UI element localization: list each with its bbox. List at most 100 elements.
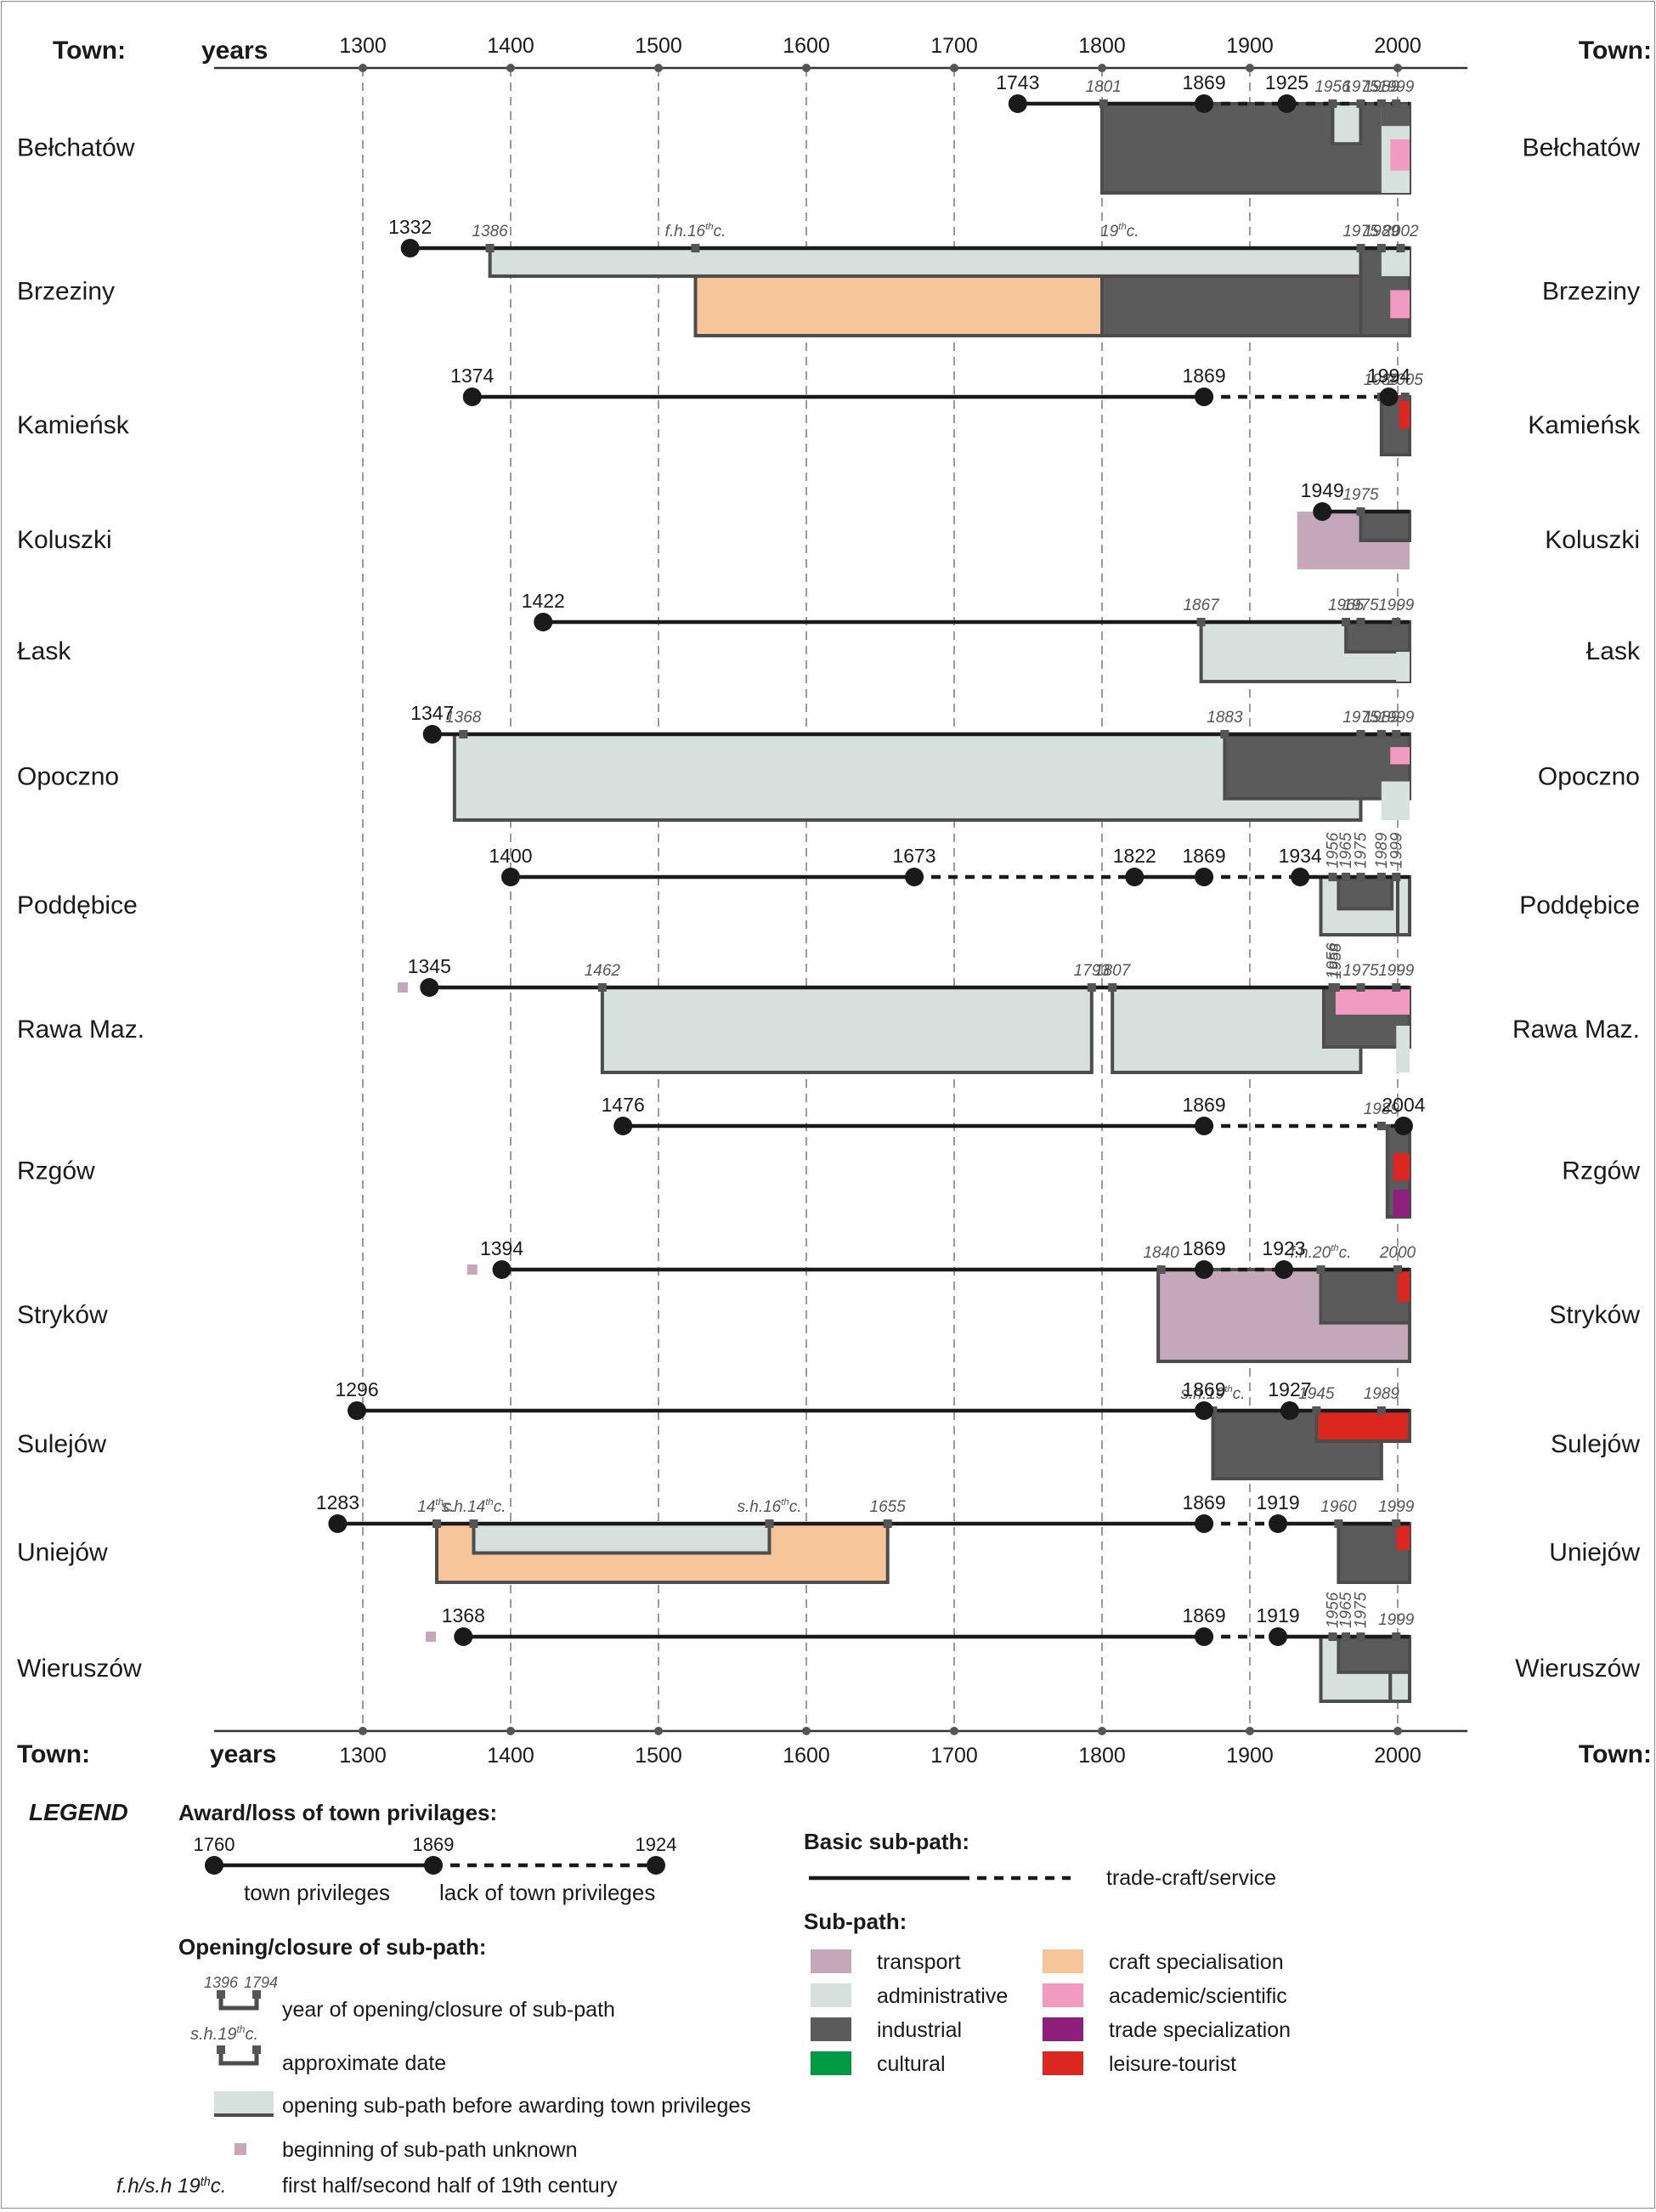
opening-marker-tick: [1356, 983, 1365, 992]
privilege-year-label: 1925: [1265, 71, 1308, 93]
opening-marker-label: 1989: [1364, 223, 1400, 240]
opening-marker-label: s.h.14thc.: [441, 1497, 506, 1516]
town-row-9: Stryków Stryków 1840 f.h.20thc. 2000 1394 1869…: [17, 1237, 1640, 1363]
tick-label-bottom-1700: 1700: [930, 1744, 978, 1768]
band-industrial: [1100, 102, 1411, 195]
tick-top-1800: [1098, 64, 1106, 72]
town-row-8: Rzgów Rzgów 1989 1476 1869 2004: [17, 1094, 1640, 1219]
legend-swatch-academic: [1043, 1983, 1083, 2007]
privilege-year-label: 2004: [1382, 1094, 1425, 1116]
legend-year-example-open: 1396: [204, 1974, 239, 1991]
opening-marker-label: 1975: [1342, 709, 1379, 727]
privilege-dot: [1379, 388, 1399, 406]
band-administrative: [1396, 875, 1411, 936]
legend-approx-example: s.h.19thc.: [190, 2023, 258, 2044]
town-name-left: Uniejów: [17, 1539, 108, 1567]
opening-marker-label: 1883: [1207, 709, 1243, 727]
privilege-dot: [1291, 868, 1310, 886]
band-administrative: [488, 246, 1363, 278]
legend-year-bracket-tick-left: [217, 1990, 225, 1999]
legend-swatch-craft: [1043, 1949, 1083, 1973]
privilege-dot: [1195, 388, 1214, 406]
opening-marker-label: 1965: [1337, 1592, 1355, 1628]
privilege-dot: [905, 868, 924, 886]
privilege-year-label: 1994: [1367, 365, 1410, 387]
privilege-year-label: 1869: [1182, 845, 1225, 867]
band-leisure: [1396, 1524, 1410, 1551]
privilege-dot: [454, 1627, 473, 1646]
privilege-year-label: 1374: [450, 365, 494, 387]
privilege-dot: [1125, 868, 1145, 886]
opening-marker-label: 1956: [1324, 832, 1342, 868]
privilege-year-label: 1743: [996, 71, 1039, 93]
opening-marker-tick: [1392, 730, 1401, 738]
opening-marker-label: 1956: [1324, 1592, 1342, 1628]
band-leisure: [1314, 1409, 1412, 1443]
privilege-year-label: 1869: [1182, 1604, 1225, 1626]
privilege-year-label: 1394: [480, 1237, 523, 1259]
opening-marker-tick: [1312, 1406, 1321, 1415]
privilege-dot: [1313, 502, 1332, 521]
opening-marker-tick: [1396, 244, 1405, 252]
band-leisure: [1393, 1153, 1410, 1181]
opening-marker-label: 1989: [1373, 832, 1391, 868]
legend-approx-bracket-tick-left: [217, 2045, 225, 2054]
tick-bottom-1400: [506, 1727, 515, 1735]
opening-marker-label: 1975: [1353, 1592, 1371, 1628]
privilege-year-label: 1822: [1113, 845, 1156, 867]
opening-marker-tick: [1392, 983, 1401, 992]
band-academic: [1390, 747, 1410, 765]
period-note-label: 19thc.: [1100, 222, 1139, 240]
town-name-right: Stryków: [1549, 1301, 1640, 1329]
tick-label-top-1700: 1700: [930, 34, 978, 58]
tick-label-bottom-1600: 1600: [783, 1744, 830, 1768]
privilege-year-label: 1296: [335, 1378, 378, 1400]
privilege-dot: [1269, 1514, 1288, 1533]
legend-swatch-industrial: [811, 2017, 851, 2041]
opening-marker-label: 1793: [1074, 962, 1111, 980]
tick-label-top-1600: 1600: [783, 34, 830, 58]
opening-marker-label: 2002: [1382, 223, 1419, 240]
opening-marker-label: 1960: [1320, 1498, 1357, 1516]
opening-marker-label: 1462: [585, 962, 621, 980]
legend-label-cultural: cultural: [877, 2052, 946, 2076]
privilege-dot: [1274, 1260, 1294, 1279]
opening-marker-label: f.h.20thc.: [1291, 1243, 1352, 1262]
opening-marker-tick: [1376, 244, 1386, 252]
town-row-1: Brzeziny Brzeziny 1386 f.h.16thc. 1975198920…: [17, 216, 1640, 337]
legend-privilege-dot: [424, 1856, 443, 1875]
tick-bottom-1500: [654, 1727, 663, 1735]
privilege-year-label: 1934: [1279, 845, 1322, 867]
opening-marker-label: 1655: [870, 1498, 907, 1516]
privilege-dot: [1269, 1627, 1288, 1646]
band-industrial: [1100, 274, 1411, 337]
legend-opening-title: Opening/closure of sub-path:: [178, 1934, 487, 1960]
legend-label-industrial: industrial: [877, 2018, 962, 2042]
band-industrial: [1359, 510, 1411, 542]
town-name-right: Wieruszów: [1515, 1655, 1640, 1683]
opening-marker-tick: [1087, 983, 1096, 992]
opening-marker-label: 1958: [1327, 942, 1345, 979]
band-administrative: [1381, 781, 1410, 820]
unknown-start-marker: [397, 982, 408, 993]
town-name-left: Wieruszów: [17, 1655, 142, 1683]
band-industrial: [1344, 620, 1411, 653]
town-name-left: Rawa Maz.: [17, 1015, 144, 1044]
header-town-label-left: Town:: [53, 37, 126, 65]
town-name-right: Bełchatów: [1523, 134, 1641, 162]
town-name-left: Opoczno: [17, 763, 119, 791]
legend-swatch-administrative: [811, 1983, 851, 2007]
tick-label-top-1400: 1400: [487, 34, 534, 58]
town-name-right: Opoczno: [1538, 763, 1640, 791]
opening-marker-label: 1975: [1342, 78, 1379, 96]
tick-label-bottom-1400: 1400: [487, 1744, 534, 1768]
legend-label-craft: craft specialisation: [1109, 1950, 1284, 1974]
legend-swatch-cultural: [811, 2051, 851, 2075]
town-name-right: Łask: [1586, 637, 1641, 665]
opening-marker-tick: [1334, 1519, 1343, 1528]
legend-basic-label: trade-craft/service: [1106, 1866, 1276, 1890]
